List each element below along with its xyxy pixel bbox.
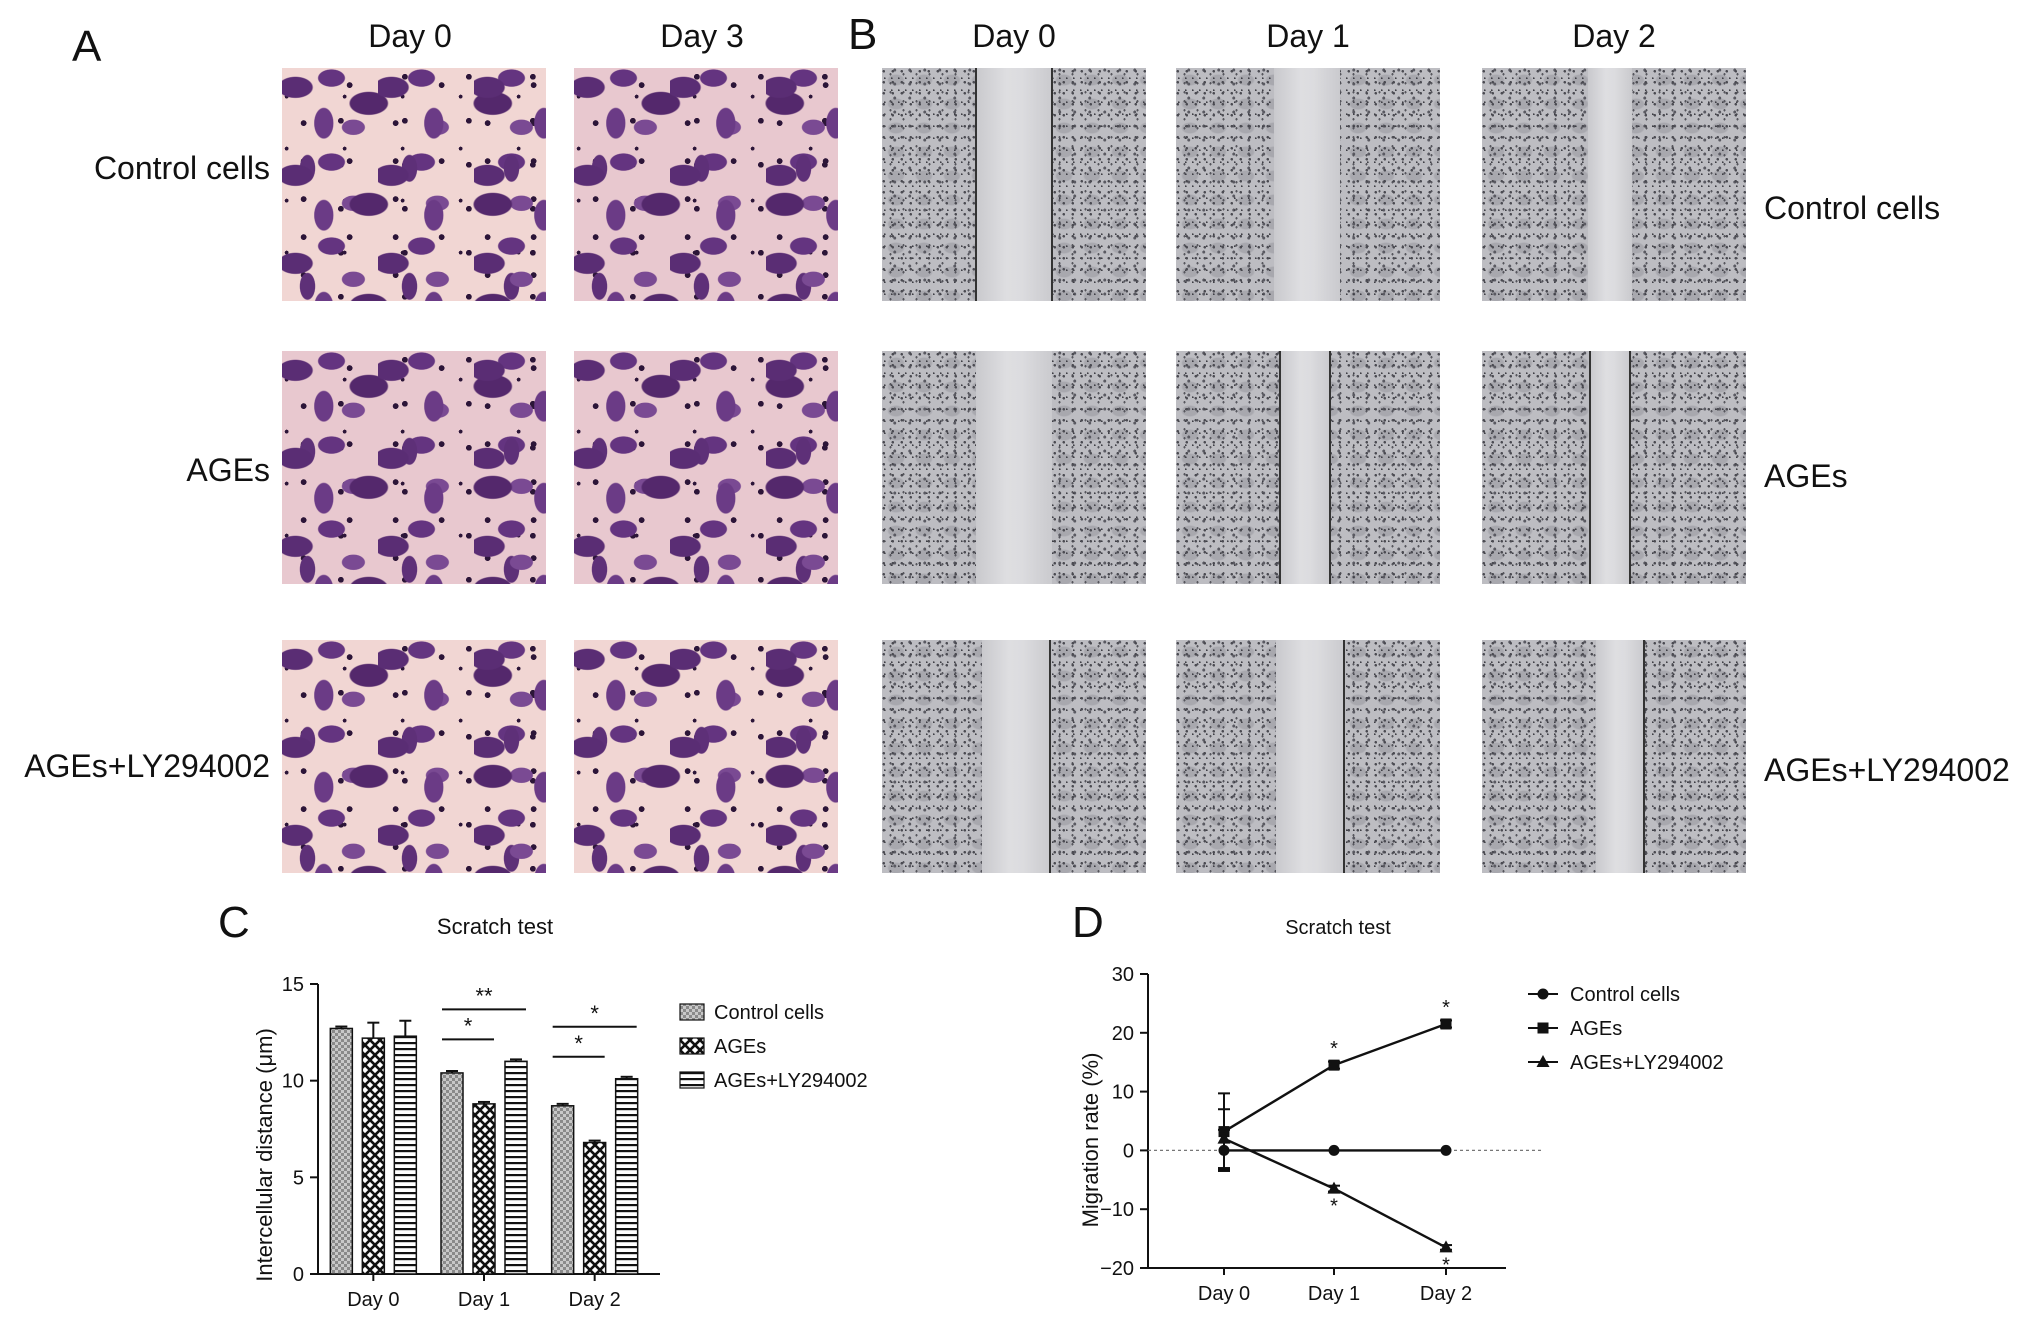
bar-control-cells-day-1 xyxy=(440,1072,464,1275)
bar-ages-day-2 xyxy=(582,1141,607,1275)
scratch-test-bar-chart: Scratch test Intercellular distance (μm)… xyxy=(252,914,868,1311)
significance-label: * xyxy=(1442,997,1450,1019)
line-chart-y-tick-label: 30 xyxy=(1112,964,1134,986)
panel-a-image-control-day0 xyxy=(282,68,546,301)
panel-b-image-ages-day2 xyxy=(1482,351,1746,584)
point-ages-ly294002-day-2 xyxy=(1439,1240,1453,1253)
bar-chart-x-tick-label: Day 2 xyxy=(569,1289,621,1311)
point-ages-day-2 xyxy=(1440,1018,1452,1030)
point-ages-day-1 xyxy=(1328,1059,1340,1071)
panel-b-image-ages-ly-day1 xyxy=(1176,640,1440,873)
panel-a-row-ages-ly: AGEs+LY294002 xyxy=(24,748,270,784)
line-legend-marker-control-cells xyxy=(1537,988,1549,1000)
panel-b-row-ages-ly: AGEs+LY294002 xyxy=(1764,752,2010,788)
panel-a-image-ages-day3 xyxy=(574,351,838,584)
panel-a-letter: A xyxy=(72,22,102,71)
significance-label: * xyxy=(464,1013,473,1038)
panel-a-row-control: Control cells xyxy=(93,150,270,186)
bar-ages-day-1 xyxy=(472,1103,496,1275)
line-chart-y-tick-label: −20 xyxy=(1100,1258,1134,1280)
panel-a-image-ages-ly-day3 xyxy=(574,640,838,873)
bar-legend-label-ages: AGEs xyxy=(714,1036,766,1058)
line-chart-y-tick-label: 20 xyxy=(1112,1023,1134,1045)
line-legend-marker-ages xyxy=(1537,1022,1549,1034)
bar-ages-day-0 xyxy=(361,1037,386,1275)
line-chart-x-tick-label: Day 0 xyxy=(1198,1283,1250,1305)
line-legend-marker-ages-ly294002 xyxy=(1536,1055,1550,1067)
point-control-cells-day-1 xyxy=(1328,1144,1340,1156)
bar-legend-swatch-ages-ly294002 xyxy=(679,1071,705,1089)
bar-control-cells-day-0 xyxy=(329,1027,354,1275)
panel-a-image-ages-day0 xyxy=(282,351,546,584)
bar-chart-x-tick-label: Day 0 xyxy=(347,1289,399,1311)
bar-legend-swatch-ages xyxy=(679,1037,705,1055)
line-chart-y-tick-label: −10 xyxy=(1100,1199,1134,1221)
bar-ages-ly294002-day-2 xyxy=(614,1077,639,1275)
panel-b-image-ages-ly-day2 xyxy=(1482,640,1746,873)
line-legend-label-ages-ly294002: AGEs+LY294002 xyxy=(1570,1052,1724,1074)
bar-chart-title: Scratch test xyxy=(437,914,553,939)
bar-chart-y-tick-label: 5 xyxy=(293,1167,304,1189)
significance-label: * xyxy=(1330,1038,1338,1060)
panel-c-letter: C xyxy=(218,898,250,947)
bar-legend-label-ages-ly294002: AGEs+LY294002 xyxy=(714,1070,868,1092)
panel-a-image-control-day3 xyxy=(574,68,838,301)
significance-label: * xyxy=(574,1031,583,1056)
bar-legend-swatch-control-cells xyxy=(679,1003,705,1021)
panel-a-col-day3: Day 3 xyxy=(660,18,744,54)
line-chart-y-tick-label: 10 xyxy=(1112,1082,1134,1104)
point-ages-ly294002-day-1 xyxy=(1327,1181,1341,1194)
panel-b-letter: B xyxy=(848,10,878,59)
point-ages-ly294002-day-0 xyxy=(1217,1131,1231,1144)
panel-a-row-ages: AGEs xyxy=(186,452,270,488)
line-legend-label-control-cells: Control cells xyxy=(1570,984,1680,1006)
panel-b-image-control-day1 xyxy=(1176,68,1440,301)
point-control-cells-day-2 xyxy=(1440,1144,1452,1156)
line-chart-ylabel: Migration rate (%) xyxy=(1080,1053,1103,1228)
panel-b-row-control: Control cells xyxy=(1764,190,1941,226)
panel-d-letter: D xyxy=(1072,898,1104,947)
panel-a-image-ages-ly-day0 xyxy=(282,640,546,873)
significance-label: * xyxy=(1442,1254,1450,1276)
significance-label: * xyxy=(1330,1196,1338,1218)
panel-b-col-day2: Day 2 xyxy=(1572,18,1656,54)
line-chart-title: Scratch test xyxy=(1285,917,1391,939)
panel-b-row-ages: AGEs xyxy=(1764,458,1848,494)
panel-a-col-day0: Day 0 xyxy=(368,18,452,54)
panel-b-image-ages-day1 xyxy=(1176,351,1440,584)
bar-ages-ly294002-day-0 xyxy=(393,1035,418,1275)
significance-label: ** xyxy=(475,983,493,1008)
panel-b-image-ages-day0 xyxy=(882,351,1146,584)
bar-chart-y-tick-label: 15 xyxy=(282,974,304,996)
panel-b-image-control-day2 xyxy=(1482,68,1746,301)
panel-b-image-ages-ly-day0 xyxy=(882,640,1146,873)
panel-b-col-day0: Day 0 xyxy=(972,18,1056,54)
bar-legend-label-control-cells: Control cells xyxy=(714,1002,824,1024)
panel-b-col-day1: Day 1 xyxy=(1266,18,1350,54)
line-chart-x-tick-label: Day 2 xyxy=(1420,1283,1472,1305)
bar-chart-x-tick-label: Day 1 xyxy=(458,1289,510,1311)
line-legend-label-ages: AGEs xyxy=(1570,1018,1622,1040)
bar-chart-ylabel: Intercellular distance (μm) xyxy=(252,1028,277,1282)
bar-chart-y-tick-label: 0 xyxy=(293,1264,304,1286)
line-chart-y-tick-label: 0 xyxy=(1123,1140,1134,1162)
bar-ages-ly294002-day-1 xyxy=(504,1060,528,1275)
significance-label: * xyxy=(590,1001,599,1026)
scratch-test-line-chart: Scratch test Migration rate (%) −20 −10 0 1… xyxy=(1080,917,1724,1305)
panel-b-image-control-day0 xyxy=(882,68,1146,301)
line-chart-x-tick-label: Day 1 xyxy=(1308,1283,1360,1305)
bar-chart-y-tick-label: 10 xyxy=(282,1071,304,1093)
bar-control-cells-day-2 xyxy=(550,1105,575,1275)
